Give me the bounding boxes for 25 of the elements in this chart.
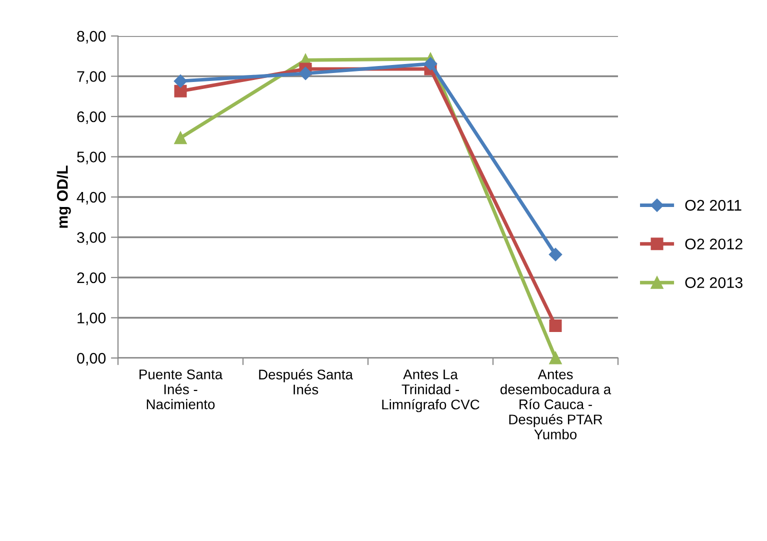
point xyxy=(549,320,562,332)
y-tick-label: 1,00 xyxy=(78,312,106,326)
legend-label: O2 2012 xyxy=(685,238,742,250)
point xyxy=(549,352,562,364)
point xyxy=(548,248,562,262)
point xyxy=(174,84,187,98)
point xyxy=(174,74,188,88)
x-tick-label: Antes desembocadura a Río Cauca - Después PTAR Yumbo xyxy=(500,370,612,440)
x-tick-label: Después Santa Inés xyxy=(259,369,353,394)
y-tick-label: 6,00 xyxy=(77,111,106,124)
legend-label: O2 2011 xyxy=(685,200,742,211)
y-tick-label: 4,00 xyxy=(76,192,106,204)
y-tick-label: 0,00 xyxy=(77,352,106,366)
point xyxy=(424,57,438,70)
point xyxy=(174,132,187,144)
y-tick-label: 7,00 xyxy=(77,71,106,84)
y-tick-label: 2,00 xyxy=(77,272,106,285)
y-tick-label: 5,00 xyxy=(77,152,106,164)
x-tick-label: Puente Santa Inés - Nacimiento xyxy=(140,369,223,410)
point xyxy=(298,66,312,80)
x-tick-label: Antes La Trinidad - Limnígrafo CVC xyxy=(382,370,480,412)
y-tick-label: 3,00 xyxy=(77,232,106,245)
y-tick-label: 8,00 xyxy=(77,30,106,44)
legend-label: O2 2013 xyxy=(685,277,742,288)
y-axis-title: mg OD/L xyxy=(56,166,71,228)
